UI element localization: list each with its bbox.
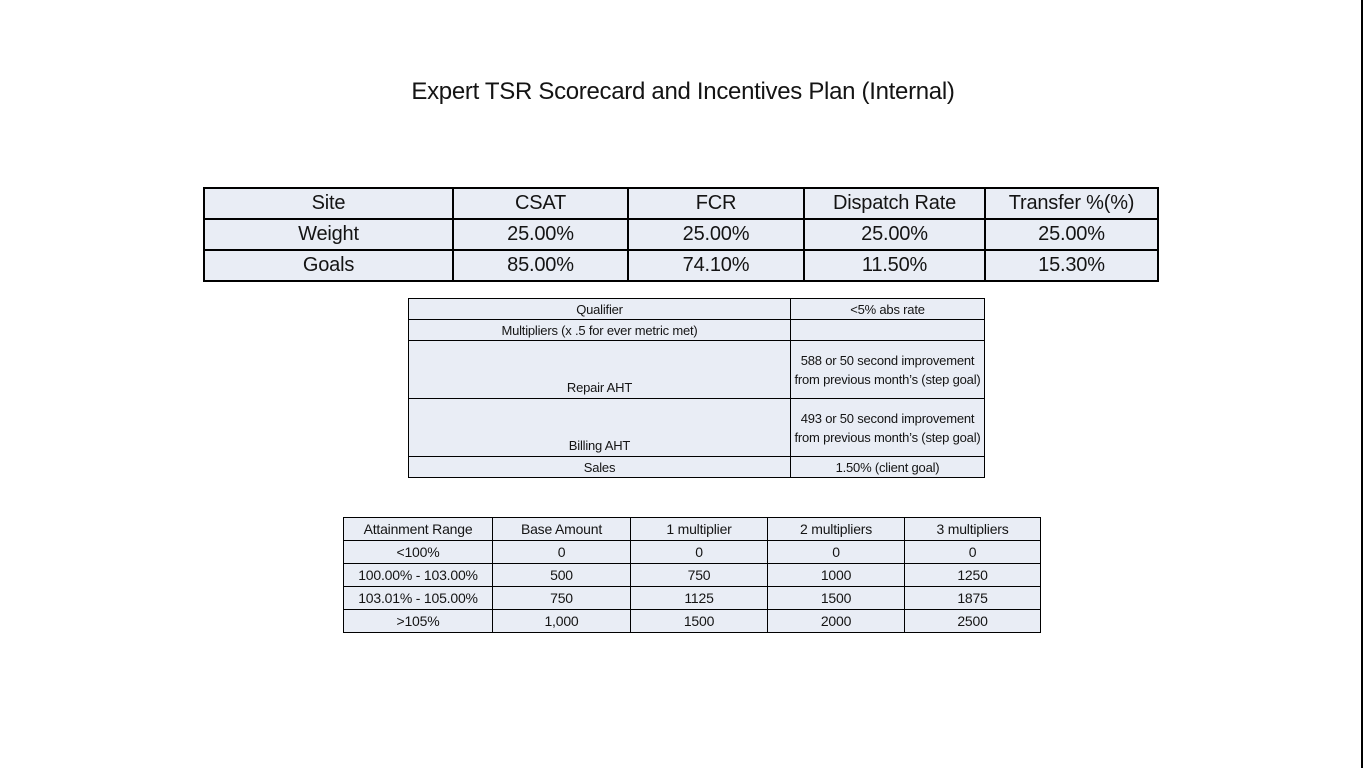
- payout-header-attainment-range: Attainment Range: [343, 517, 493, 541]
- scorecard-header-csat: CSAT: [452, 187, 629, 220]
- payout-cell: 0: [630, 540, 768, 564]
- table-row: Qualifier <5% abs rate: [408, 298, 985, 320]
- table-row: Sales 1.50% (client goal): [408, 456, 985, 478]
- table-row: 103.01% - 105.00% 750 1125 1500 1875: [343, 586, 1041, 610]
- payout-cell: 0: [492, 540, 631, 564]
- table-row: Goals 85.00% 74.10% 11.50% 15.30%: [203, 249, 1159, 282]
- scorecard-header-site: Site: [203, 187, 454, 220]
- scorecard-header-fcr: FCR: [627, 187, 805, 220]
- payout-cell: 1250: [904, 563, 1041, 587]
- qualifier-row-label: Billing AHT: [408, 398, 791, 457]
- scorecard-cell: 15.30%: [984, 249, 1159, 282]
- payout-row-range: 100.00% - 103.00%: [343, 563, 493, 587]
- qualifier-row-value: 588 or 50 second improvement from previo…: [790, 340, 985, 399]
- scorecard-cell: 25.00%: [627, 218, 805, 251]
- qualifier-row-value: 493 or 50 second improvement from previo…: [790, 398, 985, 457]
- scorecard-cell: 74.10%: [627, 249, 805, 282]
- payout-header-base-amount: Base Amount: [492, 517, 631, 541]
- scorecard-row-label: Goals: [203, 249, 454, 282]
- payout-header-row: Attainment Range Base Amount 1 multiplie…: [343, 517, 1041, 541]
- payout-cell: 1,000: [492, 609, 631, 633]
- qualifier-table: Qualifier <5% abs rate Multipliers (x .5…: [408, 298, 985, 478]
- table-row: Multipliers (x .5 for ever metric met): [408, 319, 985, 341]
- page-title: Expert TSR Scorecard and Incentives Plan…: [411, 78, 955, 105]
- table-row: Weight 25.00% 25.00% 25.00% 25.00%: [203, 218, 1159, 251]
- scorecard-table: Site CSAT FCR Dispatch Rate Transfer %(%…: [203, 187, 1159, 282]
- payout-cell: 1125: [630, 586, 768, 610]
- scorecard-cell: 25.00%: [803, 218, 986, 251]
- payout-cell: 1500: [630, 609, 768, 633]
- qualifier-row-value: [790, 319, 985, 341]
- scorecard-header-dispatch-rate: Dispatch Rate: [803, 187, 986, 220]
- scorecard-cell: 25.00%: [984, 218, 1159, 251]
- table-row: >105% 1,000 1500 2000 2500: [343, 609, 1041, 633]
- payout-cell: 2500: [904, 609, 1041, 633]
- scorecard-cell: 11.50%: [803, 249, 986, 282]
- payout-header-3-multipliers: 3 multipliers: [904, 517, 1041, 541]
- table-row: Billing AHT 493 or 50 second improvement…: [408, 398, 985, 457]
- payout-row-range: >105%: [343, 609, 493, 633]
- payout-cell: 2000: [767, 609, 905, 633]
- payout-cell: 1000: [767, 563, 905, 587]
- scorecard-header-row: Site CSAT FCR Dispatch Rate Transfer %(%…: [203, 187, 1159, 220]
- payout-cell: 750: [492, 586, 631, 610]
- qualifier-row-value: <5% abs rate: [790, 298, 985, 320]
- qualifier-row-label: Sales: [408, 456, 791, 478]
- payout-cell: 1500: [767, 586, 905, 610]
- scorecard-row-label: Weight: [203, 218, 454, 251]
- payout-cell: 750: [630, 563, 768, 587]
- payout-cell: 1875: [904, 586, 1041, 610]
- table-row: <100% 0 0 0 0: [343, 540, 1041, 564]
- table-row: 100.00% - 103.00% 500 750 1000 1250: [343, 563, 1041, 587]
- scorecard-cell: 25.00%: [452, 218, 629, 251]
- payout-row-range: <100%: [343, 540, 493, 564]
- qualifier-row-value: 1.50% (client goal): [790, 456, 985, 478]
- table-row: Repair AHT 588 or 50 second improvement …: [408, 340, 985, 399]
- payout-header-1-multiplier: 1 multiplier: [630, 517, 768, 541]
- right-edge-divider: [1361, 0, 1363, 768]
- payout-cell: 0: [767, 540, 905, 564]
- scorecard-header-transfer: Transfer %(%): [984, 187, 1159, 220]
- payout-table: Attainment Range Base Amount 1 multiplie…: [343, 517, 1041, 633]
- qualifier-row-label: Qualifier: [408, 298, 791, 320]
- scorecard-cell: 85.00%: [452, 249, 629, 282]
- payout-row-range: 103.01% - 105.00%: [343, 586, 493, 610]
- qualifier-row-label: Multipliers (x .5 for ever metric met): [408, 319, 791, 341]
- payout-header-2-multipliers: 2 multipliers: [767, 517, 905, 541]
- payout-cell: 500: [492, 563, 631, 587]
- payout-cell: 0: [904, 540, 1041, 564]
- qualifier-row-label: Repair AHT: [408, 340, 791, 399]
